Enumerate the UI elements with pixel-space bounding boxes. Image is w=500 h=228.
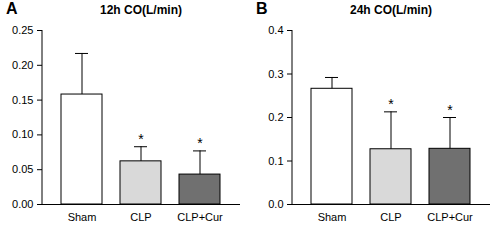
svg-text:0.2: 0.2 [268, 111, 283, 123]
svg-text:0.4: 0.4 [268, 24, 283, 36]
svg-text:*: * [197, 135, 203, 151]
html-text:A: A [6, 0, 18, 17]
svg-text:0.05: 0.05 [12, 163, 33, 175]
html-text:B: B [256, 0, 268, 17]
svg-text:Sham: Sham [68, 211, 97, 223]
html-text:24h CO(L/min): 24h CO(L/min) [350, 3, 432, 17]
svg-text:CLP+Cur: CLP+Cur [177, 211, 223, 223]
svg-text:CLP+Cur: CLP+Cur [427, 211, 473, 223]
svg-text:0.1: 0.1 [268, 155, 283, 167]
svg-text:CLP: CLP [380, 211, 401, 223]
svg-text:0.10: 0.10 [12, 128, 33, 140]
svg-text:0.00: 0.00 [12, 198, 33, 210]
svg-text:0.0: 0.0 [268, 198, 283, 210]
svg-text:0.25: 0.25 [12, 24, 33, 36]
svg-text:Sham: Sham [318, 211, 347, 223]
svg-text:*: * [388, 96, 394, 112]
svg-text:CLP: CLP [130, 211, 151, 223]
svg-text:*: * [138, 131, 144, 147]
svg-text:*: * [447, 102, 453, 118]
html-text:12h CO(L/min): 12h CO(L/min) [100, 3, 182, 17]
svg-text:0.3: 0.3 [268, 68, 283, 80]
svg-text:0.20: 0.20 [12, 59, 33, 71]
svg-text:0.15: 0.15 [12, 94, 33, 106]
